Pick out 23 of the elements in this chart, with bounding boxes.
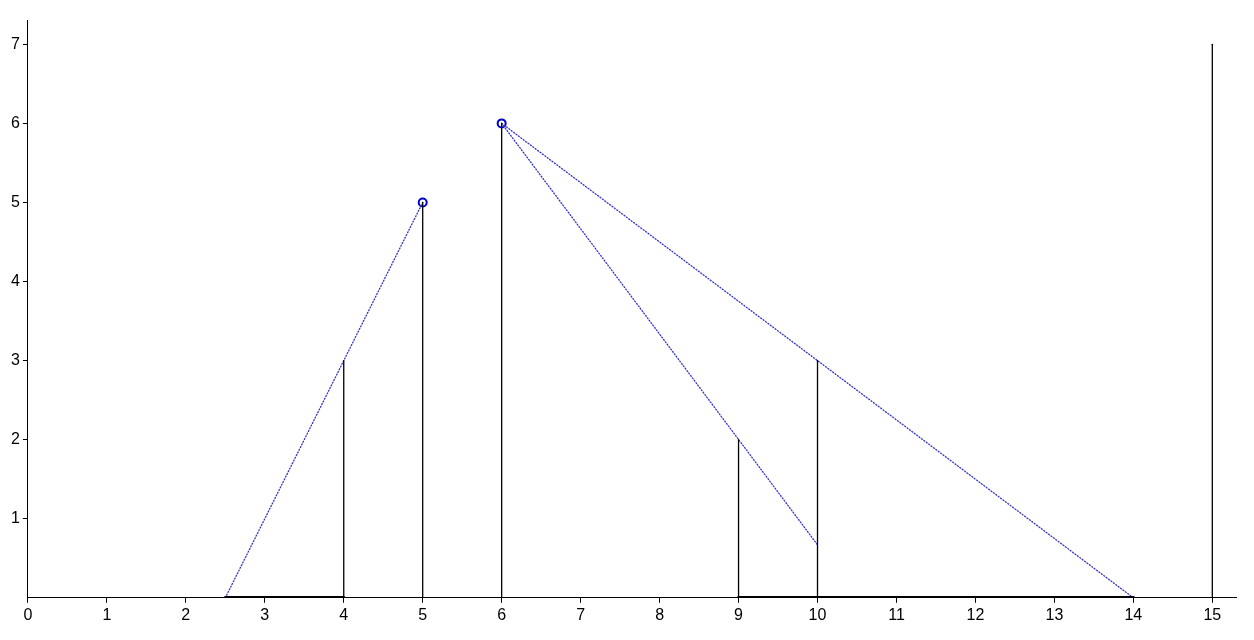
x-tick-label: 1	[102, 605, 112, 623]
y-tick-label: 6	[10, 113, 20, 131]
x-tick-label: 5	[418, 605, 428, 623]
y-tick-label: 1	[10, 509, 20, 527]
x-tick-label: 3	[260, 605, 270, 623]
x-tick-label: 7	[576, 605, 586, 623]
y-tick-label: 2	[10, 430, 20, 448]
y-tick-label: 3	[10, 351, 20, 368]
y-tick-label: 5	[10, 192, 20, 210]
x-tick-label: 0	[23, 605, 33, 623]
x-tick-label: 10	[808, 605, 827, 623]
x-tick-label: 6	[497, 605, 507, 623]
x-tick-label: 8	[655, 605, 665, 623]
x-tick-label: 14	[1124, 605, 1143, 623]
x-tick-label: 9	[734, 605, 744, 623]
y-tick-label: 4	[10, 271, 20, 289]
x-tick-label: 13	[1045, 605, 1064, 623]
x-tick-label: 12	[966, 605, 985, 623]
x-tick-label: 11	[888, 605, 905, 623]
x-tick-label: 4	[339, 605, 349, 623]
y-tick-label: 7	[10, 34, 20, 52]
x-tick-label: 15	[1203, 605, 1222, 623]
x-tick-label: 2	[181, 605, 191, 623]
